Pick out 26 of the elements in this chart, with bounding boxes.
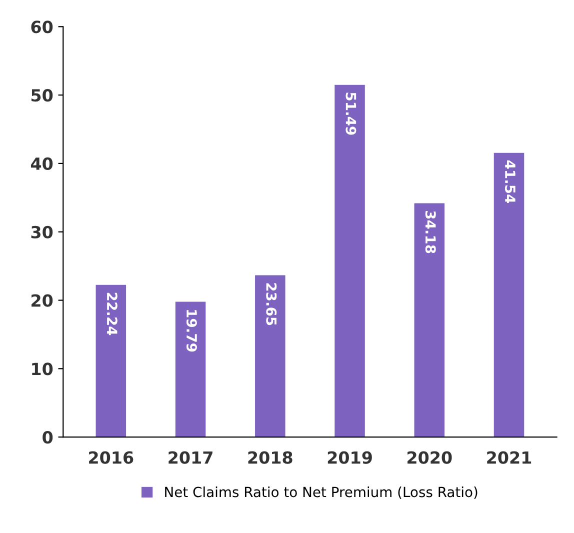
bar — [175, 302, 206, 438]
y-tick-label: 60 — [31, 20, 53, 34]
y-tick-label: 40 — [30, 157, 53, 170]
y-tick-label: 0 — [42, 431, 53, 444]
x-tick-label: 2019 — [328, 451, 372, 464]
data-label: 23.65 — [266, 283, 277, 326]
y-tick-label: 20 — [32, 294, 53, 307]
data-label: 34.18 — [425, 211, 436, 254]
y-tick-label: 50 — [32, 89, 53, 102]
data-label: 51.49 — [346, 92, 356, 135]
legend-label: Net Claims Ratio to Net Premium (Loss Ratio) — [165, 486, 478, 499]
x-tick-label: 2018 — [248, 451, 292, 464]
y-tick-label: 10 — [32, 362, 53, 376]
x-tick-label: 2016 — [89, 451, 134, 464]
data-label: 41.54 — [504, 160, 516, 204]
x-tick-label: 2020 — [408, 451, 452, 464]
x-tick-label: 2017 — [168, 451, 212, 464]
y-tick-label: 30 — [31, 226, 53, 238]
bar — [334, 84, 365, 438]
data-label: 22.24 — [107, 292, 118, 336]
x-tick-label: 2021 — [487, 451, 532, 464]
bar — [494, 152, 524, 438]
bar — [255, 275, 286, 438]
bar — [414, 203, 445, 438]
data-label: 19.79 — [186, 310, 197, 352]
bar — [96, 284, 126, 438]
